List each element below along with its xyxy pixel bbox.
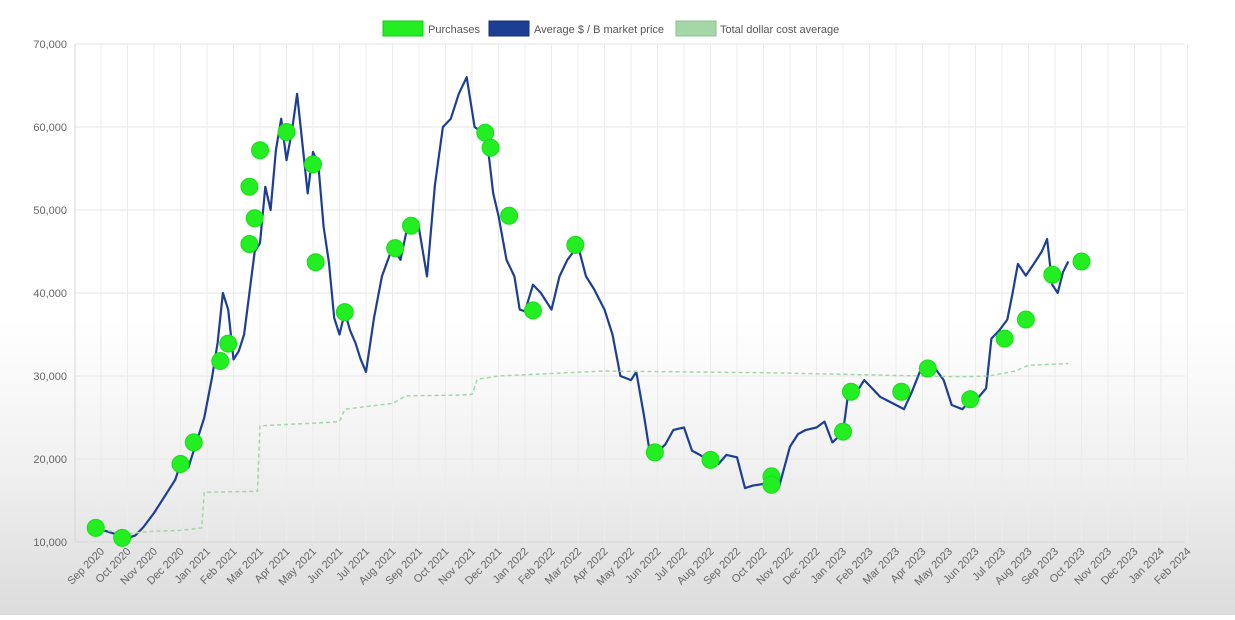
y-tick-label: 60,000: [33, 122, 67, 134]
purchase-point: [335, 303, 354, 322]
y-tick-label: 20,000: [33, 454, 67, 466]
y-axis-ticks: 10,000 20,000 30,000 40,000 50,000 60,000 70,0…: [33, 39, 67, 549]
purchase-point: [762, 475, 781, 494]
purchase-point: [841, 382, 860, 401]
y-tick-label: 30,000: [33, 371, 67, 383]
purchase-point: [701, 450, 720, 469]
purchase-point: [113, 528, 132, 547]
purchase-point: [386, 239, 405, 258]
purchase-point: [834, 422, 852, 441]
series-line-dollar-cost-average: [100, 362, 1069, 535]
legend-label-purchases: Purchases: [428, 24, 480, 36]
legend-swatch-dollar-cost-average: [675, 20, 717, 37]
purchase-point: [476, 123, 495, 142]
purchase-point: [251, 141, 269, 160]
y-tick-label: 70,000: [33, 39, 67, 51]
purchase-point: [240, 177, 259, 196]
purchase-point: [171, 454, 190, 473]
y-tick-label: 40,000: [33, 288, 67, 300]
series-line-market-price: [95, 76, 1070, 539]
purchase-point: [500, 206, 519, 225]
y-tick-label: 10,000: [33, 537, 67, 549]
purchase-points: [86, 122, 1091, 547]
purchase-point: [961, 390, 980, 409]
purchase-point: [1043, 265, 1062, 284]
series-group: [95, 76, 1070, 539]
purchase-point: [245, 209, 264, 228]
legend: Purchases Average $ / Β market price Tot…: [382, 20, 839, 37]
purchase-point: [211, 352, 230, 371]
purchase-point: [645, 443, 664, 462]
purchase-point: [240, 235, 259, 254]
purchase-point: [277, 122, 296, 141]
purchase-point: [1016, 310, 1035, 329]
legend-swatch-purchases: [382, 20, 424, 37]
purchase-point: [402, 216, 421, 235]
purchase-point: [86, 518, 105, 537]
purchase-point: [918, 359, 937, 378]
legend-label-market-price: Average $ / Β market price: [534, 24, 664, 36]
purchase-point: [523, 301, 542, 320]
purchase-point: [184, 433, 203, 452]
legend-swatch-market-price: [488, 20, 530, 37]
grid: [74, 43, 1188, 543]
purchase-point: [1072, 252, 1091, 271]
purchase-point: [306, 253, 325, 272]
purchase-point: [995, 329, 1014, 348]
legend-label-dollar-cost-average: Total dollar cost average: [720, 24, 839, 36]
y-tick-label: 50,000: [33, 205, 67, 217]
purchase-point: [566, 235, 585, 254]
purchase-point: [481, 138, 500, 157]
purchase-point: [219, 334, 238, 353]
purchase-point: [304, 155, 322, 174]
purchase-point: [892, 382, 911, 401]
